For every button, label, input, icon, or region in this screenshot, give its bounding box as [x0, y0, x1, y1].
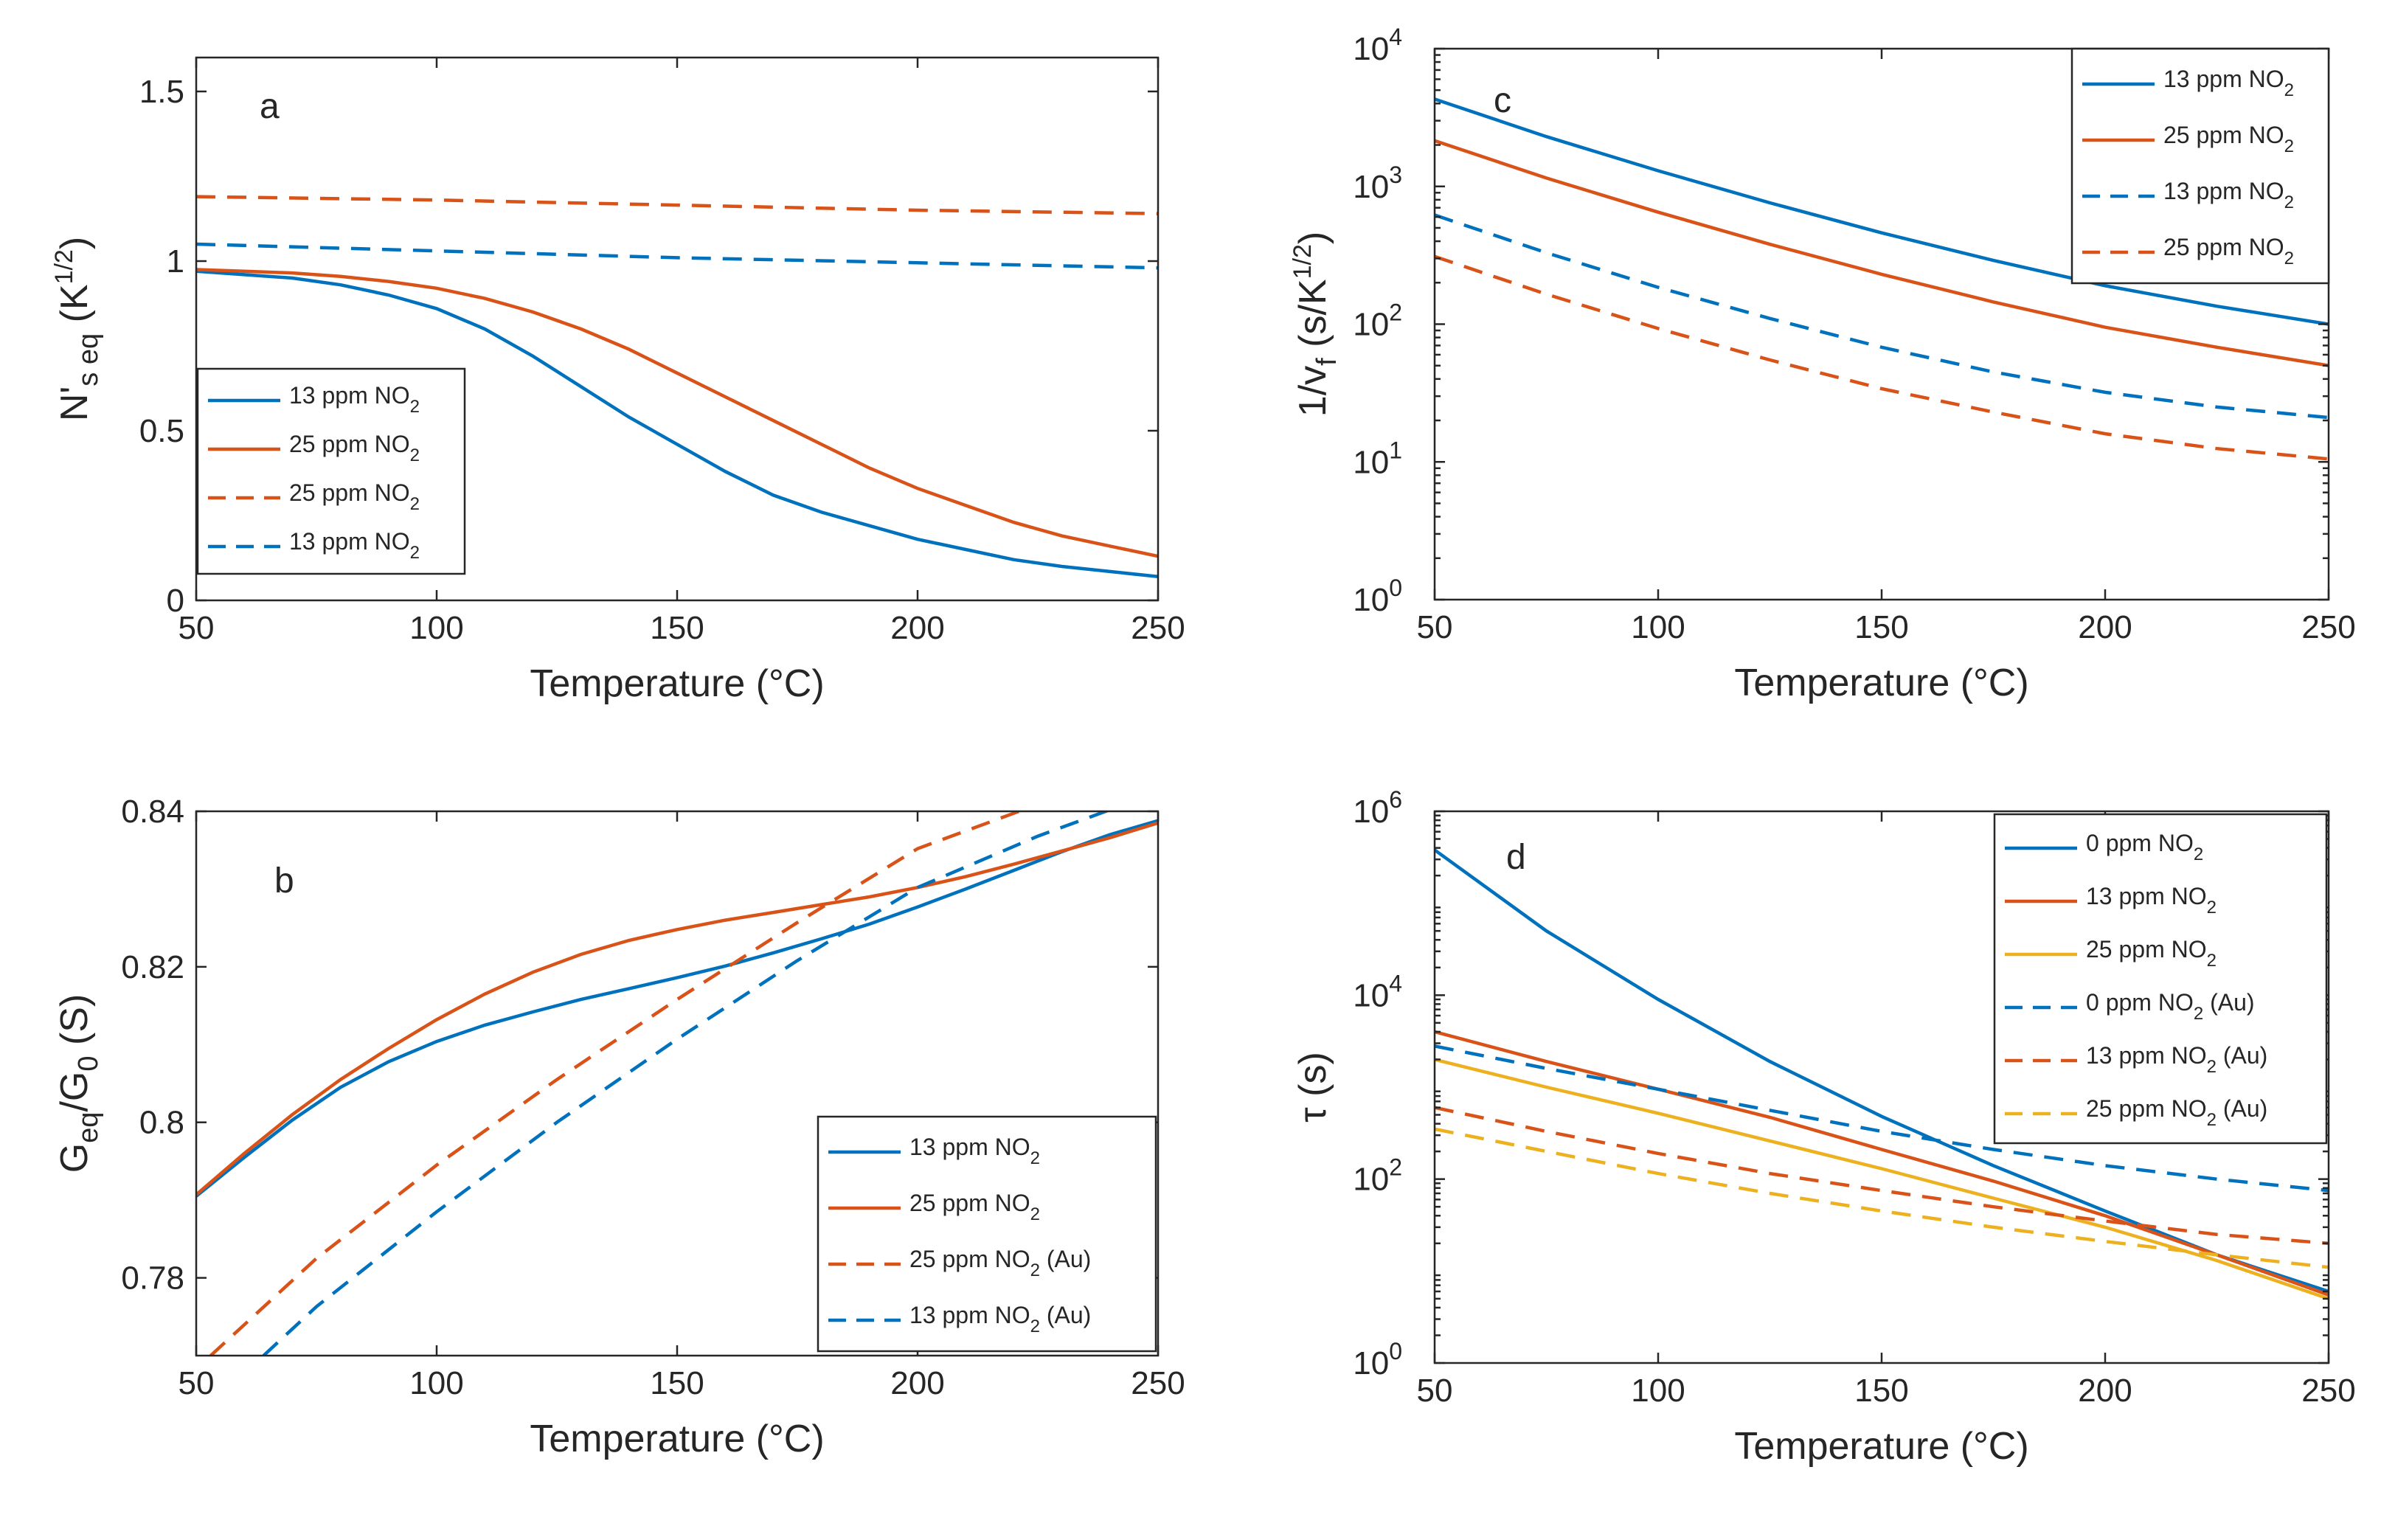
legend-entry: 13 ppm NO2 (Au) — [909, 1302, 1091, 1336]
y-tick-label: 104 — [1353, 24, 1402, 67]
x-tick-label: 200 — [890, 610, 944, 646]
series-line-d-6 — [1435, 1127, 2329, 1269]
x-tick-label: 100 — [1631, 1373, 1685, 1409]
legend-entry: 25 ppm NO2 — [289, 479, 420, 514]
panel-letter: c — [1494, 81, 1511, 120]
panel-d: 50 100 150 200 250 100 102 104 106 Temperature (°… — [1292, 786, 2356, 1468]
legend-box — [2070, 47, 2330, 285]
y-tick-label: 1 — [167, 243, 184, 280]
y-axis-label: N's eq (K1/2) — [50, 237, 104, 421]
y-tick-label: 0.82 — [121, 949, 184, 985]
legend-entry: 25 ppm NO2 — [289, 431, 420, 465]
x-axis-label: Temperature (°C) — [1734, 1425, 2028, 1468]
x-tick-label: 150 — [650, 1365, 704, 1401]
x-tick-label: 150 — [1854, 1373, 1908, 1409]
x-tick-label: 200 — [2078, 1373, 2132, 1409]
x-axis-label: Temperature (°C) — [530, 1418, 824, 1460]
legend-entry: 25 ppm NO2 — [909, 1190, 1040, 1224]
legend-entry: 25 ppm NO2 (Au) — [2086, 1095, 2267, 1130]
legend-entry: 25 ppm NO2 — [2163, 122, 2294, 156]
series-line-c-1 — [1435, 97, 2329, 326]
panel-c: 50 100 150 200 250 100 101 102 103 104 Temperature… — [1289, 24, 2356, 704]
legend-entry: 13 ppm NO2 (Au) — [2086, 1042, 2267, 1077]
series-group — [196, 195, 1158, 579]
y-tick-label: 0.78 — [121, 1260, 184, 1297]
legend-entry: 0 ppm NO2 (Au) — [2086, 989, 2255, 1024]
x-tick-label: 250 — [2301, 1373, 2355, 1409]
y-tick-label: 1.5 — [139, 74, 184, 110]
series-line-b-2 — [196, 821, 1158, 1196]
panel-a: 50 100 150 200 250 0 0.5 1 1.5 Temperature (°C) N'… — [50, 56, 1185, 705]
x-axis-label: Temperature (°C) — [1734, 662, 2028, 704]
series-line-a-4 — [196, 242, 1158, 270]
x-tick-label: 50 — [179, 610, 215, 646]
x-tick-label: 250 — [2301, 609, 2355, 645]
series-group — [196, 811, 1158, 1356]
x-tick-label: 250 — [1131, 1365, 1185, 1401]
y-tick-label: 0.84 — [121, 794, 184, 830]
legend-entry: 25 ppm NO2 (Au) — [909, 1246, 1091, 1280]
legend-entry: 13 ppm NO2 — [289, 528, 420, 563]
series-line-b-1 — [196, 819, 1158, 1198]
legend: 13 ppm NO2 25 ppm NO2 25 ppm NO2 13 ppm NO2 — [196, 367, 466, 575]
legend-entry: 13 ppm NO2 — [289, 382, 420, 417]
y-tick-label: 106 — [1353, 786, 1402, 830]
panel-letter: a — [260, 87, 280, 126]
series-line-b-3 — [209, 811, 1025, 1356]
x-tick-label: 100 — [409, 1365, 463, 1401]
series-line-c-4 — [1435, 254, 2329, 461]
x-tick-label: 50 — [1417, 609, 1453, 645]
x-tick-label: 150 — [650, 610, 704, 646]
legend-entry: 0 ppm NO2 — [2086, 830, 2203, 864]
series-line-c-2 — [1435, 139, 2329, 367]
y-tick-label: 0.8 — [139, 1105, 184, 1141]
x-tick-label: 200 — [2078, 609, 2132, 645]
y-tick-label: 104 — [1353, 970, 1402, 1013]
legend-entry: 13 ppm NO2 — [2163, 178, 2294, 212]
legend: 13 ppm NO2 25 ppm NO2 13 ppm NO2 25 ppm NO2 — [2070, 47, 2330, 285]
x-tick-label: 250 — [1131, 610, 1185, 646]
series-line-d-2 — [1435, 1030, 2329, 1297]
series-group — [1435, 97, 2329, 461]
y-axis-label: τ (s) — [1292, 1052, 1334, 1123]
y-tick-label: 102 — [1353, 299, 1402, 343]
series-line-d-4 — [1435, 1044, 2329, 1193]
x-axis-label: Temperature (°C) — [530, 662, 824, 705]
x-tick-label: 50 — [1417, 1373, 1453, 1409]
legend-box — [1993, 813, 2328, 1145]
series-line-a-1 — [196, 269, 1158, 579]
legend: 0 ppm NO2 13 ppm NO2 25 ppm NO2 0 ppm NO2 (… — [1993, 813, 2328, 1145]
legend-box — [817, 1115, 1157, 1353]
legend-entry: 13 ppm NO2 — [909, 1134, 1040, 1168]
y-tick-label: 0 — [167, 583, 184, 619]
y-axis-label: 1/vf (s/K1/2) — [1289, 232, 1342, 417]
series-line-d-5 — [1435, 1106, 2329, 1246]
series-line-a-2 — [196, 268, 1158, 558]
series-line-c-3 — [1435, 213, 2329, 420]
legend: 13 ppm NO2 25 ppm NO2 25 ppm NO2 (Au) 13 pp… — [817, 1115, 1157, 1353]
legend-box — [196, 367, 466, 575]
legend-entry: 13 ppm NO2 — [2163, 66, 2294, 100]
legend-entry: 25 ppm NO2 — [2163, 234, 2294, 268]
y-tick-label: 101 — [1353, 437, 1402, 480]
series-line-a-3 — [196, 195, 1158, 215]
x-tick-label: 100 — [409, 610, 463, 646]
y-tick-label: 102 — [1353, 1154, 1402, 1198]
y-axis-label: Geq/G0 (S) — [53, 994, 104, 1173]
x-tick-label: 200 — [890, 1365, 944, 1401]
y-tick-label: 100 — [1353, 575, 1402, 618]
series-group — [1435, 848, 2329, 1301]
y-tick-label: 103 — [1353, 162, 1402, 205]
panel-letter: d — [1506, 838, 1526, 877]
y-tick-label: 100 — [1353, 1338, 1402, 1381]
y-tick-label: 0.5 — [139, 413, 184, 449]
panel-letter: b — [274, 861, 294, 901]
legend-entry: 25 ppm NO2 — [2086, 936, 2217, 971]
x-tick-label: 100 — [1631, 609, 1685, 645]
x-tick-label: 50 — [179, 1365, 215, 1401]
legend-entry: 13 ppm NO2 — [2086, 883, 2217, 918]
x-tick-label: 150 — [1854, 609, 1908, 645]
panel-b: 50 100 150 200 250 0.78 0.8 0.82 0.84 Temperature… — [53, 794, 1185, 1460]
